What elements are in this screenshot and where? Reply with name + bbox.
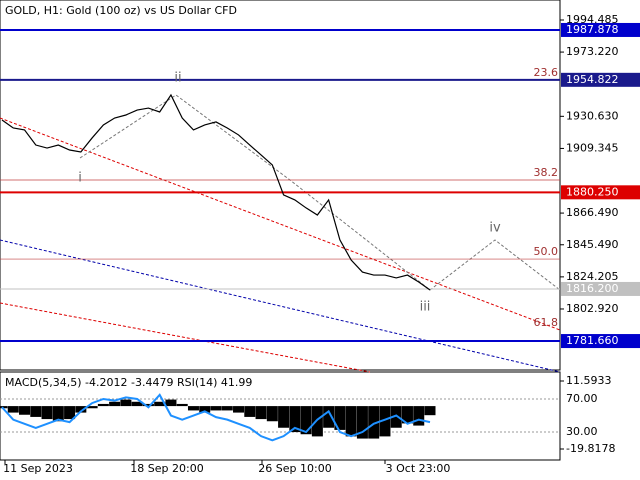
macd-bar <box>187 406 199 411</box>
y2-tick-label: 70.00 <box>566 392 598 405</box>
y-tick-label: 1866.490 <box>566 206 619 219</box>
macd-bar <box>86 406 98 409</box>
macd-bar <box>244 406 256 417</box>
level-box <box>561 72 640 87</box>
channel-line <box>0 302 371 373</box>
indicator-title: MACD(5,34,5) -4.2012 -3.4479 RSI(14) 41.… <box>5 376 252 389</box>
macd-bar <box>300 406 312 435</box>
y-tick-label: 1909.345 <box>566 141 619 154</box>
macd-bar <box>120 399 132 407</box>
wave-label: iii <box>420 300 431 315</box>
y-tick-label: 1994.485 <box>566 13 619 26</box>
macd-bar <box>413 406 425 426</box>
macd-bar <box>142 403 154 407</box>
fib-label: 23.6 <box>534 66 559 79</box>
level-label: 1816.200 <box>566 282 619 295</box>
chart-title: GOLD, H1: Gold (100 oz) vs US Dollar CFD <box>5 4 237 17</box>
macd-bar <box>97 403 109 407</box>
x-tick-label: 3 Oct 23:00 <box>386 462 451 475</box>
macd-bar <box>210 406 222 411</box>
macd-bar <box>390 406 402 428</box>
macd-bar <box>311 406 323 437</box>
level-box <box>561 185 640 200</box>
y2-tick-label: 30.00 <box>566 425 598 438</box>
y-tick-label: 1802.920 <box>566 302 619 315</box>
macd-bar <box>278 406 290 428</box>
macd-bar <box>356 406 368 439</box>
macd-bar <box>75 406 87 413</box>
wave-path <box>79 94 561 291</box>
x-tick-label: 11 Sep 2023 <box>3 462 73 475</box>
macd-bar <box>401 406 413 424</box>
channel-line <box>0 117 561 331</box>
macd-bar <box>109 401 121 407</box>
y-tick-label: -19.8178 <box>566 442 615 455</box>
fib-label: 61.8 <box>534 316 559 329</box>
macd-bar <box>165 399 177 407</box>
indicator-panel <box>0 371 561 461</box>
price-line <box>1 93 431 291</box>
channel-line <box>0 239 561 373</box>
fib-label: 50.0 <box>534 245 559 258</box>
macd-bar <box>368 406 380 439</box>
macd-bar <box>323 406 335 428</box>
y-tick-label: 11.5933 <box>566 374 612 387</box>
level-box <box>561 281 640 296</box>
y-tick-label: 1845.490 <box>566 238 619 251</box>
x-tick-label: 18 Sep 20:00 <box>130 462 203 475</box>
macd-bar <box>131 401 143 407</box>
macd-bar <box>41 406 53 420</box>
macd-bar <box>221 406 233 411</box>
macd-bar <box>334 406 346 430</box>
macd-bar <box>154 401 166 407</box>
level-box <box>561 22 640 37</box>
macd-bar <box>199 406 211 413</box>
x-tick-label: 26 Sep 10:00 <box>258 462 331 475</box>
y-tick-label: 1973.220 <box>566 45 619 58</box>
macd-bar <box>379 406 391 437</box>
price-panel <box>0 0 561 371</box>
macd-bar <box>176 403 188 407</box>
wave-label: i <box>78 171 82 186</box>
y-tick-label: 1824.205 <box>566 270 619 283</box>
rsi-line <box>1 393 431 442</box>
level-label: 1781.660 <box>566 334 619 347</box>
macd-bar <box>19 406 31 415</box>
macd-bar <box>345 406 357 437</box>
macd-bar <box>233 406 245 413</box>
fib-label: 38.2 <box>534 166 559 179</box>
level-label: 1954.822 <box>566 73 619 86</box>
macd-bar <box>30 406 42 417</box>
level-label: 1987.878 <box>566 23 619 36</box>
y-tick-label: 1930.630 <box>566 109 619 122</box>
macd-bar <box>52 406 64 422</box>
wave-label: iv <box>489 221 501 236</box>
macd-bar <box>7 406 19 413</box>
macd-bar <box>0 406 8 409</box>
level-label: 1880.250 <box>566 185 619 198</box>
macd-bar <box>289 406 301 433</box>
level-box <box>561 334 640 349</box>
macd-bar <box>266 406 278 422</box>
macd-bar <box>64 406 76 420</box>
macd-bar <box>424 406 436 416</box>
macd-bar <box>255 406 267 420</box>
wave-label: ii <box>174 71 181 86</box>
